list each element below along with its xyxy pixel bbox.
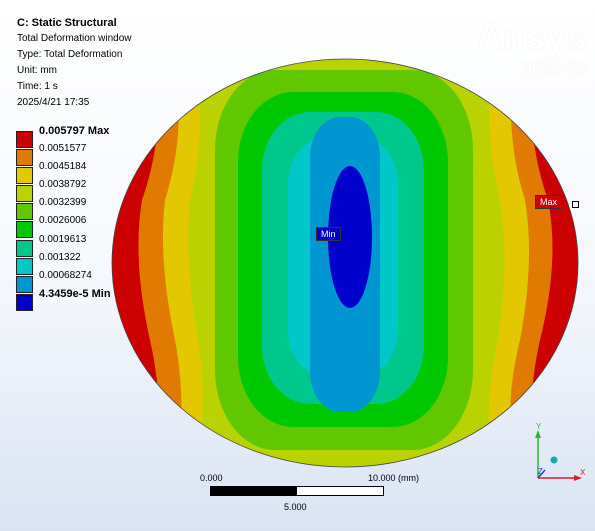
scale-mid-label: 5.000	[284, 502, 307, 512]
legend-label: 4.3459e-5 Min	[39, 287, 111, 300]
result-type: Type: Total Deformation	[17, 49, 123, 60]
legend-swatch	[16, 203, 33, 221]
ansys-logo: Ansys	[476, 16, 587, 57]
legend-label: 0.0051577	[39, 143, 87, 155]
legend-label: 0.00068274	[39, 269, 92, 281]
legend-label: 0.0032399	[39, 197, 87, 209]
model-outline	[111, 58, 579, 468]
legend-swatch	[16, 167, 33, 185]
legend-swatch	[16, 275, 33, 293]
triad-x-label: X	[580, 468, 586, 477]
min-probe-label[interactable]: Min	[316, 227, 341, 241]
legend-label: 0.0026006	[39, 215, 87, 227]
contour-band-10	[328, 166, 372, 308]
max-probe-marker	[572, 201, 579, 208]
legend-swatch	[16, 239, 33, 257]
scale-left-label: 0.000	[200, 473, 223, 483]
ansys-version: 2022 R1	[522, 58, 587, 77]
legend-swatch	[16, 293, 33, 311]
triad-z-label: Z	[538, 467, 543, 476]
result-subtitle: Total Deformation window	[17, 33, 132, 44]
legend-label: 0.0038792	[39, 179, 87, 191]
result-date: 2025/4/21 17:35	[17, 97, 90, 108]
legend-label: 0.0019613	[39, 233, 87, 245]
ansys-brand: Ansys 2022 R1	[476, 18, 587, 78]
legend-label: 0.005797 Max	[39, 125, 110, 137]
legend-label: 0.001322	[39, 251, 81, 263]
legend-swatch	[16, 131, 33, 148]
legend-label: 0.0045184	[39, 161, 87, 173]
scale-bar-graphic	[210, 486, 384, 496]
scale-right-label: 10.000 (mm)	[368, 473, 420, 483]
max-probe-label[interactable]: Max	[535, 195, 563, 209]
legend-swatch	[16, 221, 33, 239]
result-unit: Unit: mm	[17, 65, 57, 76]
result-info-panel: C: Static Structural Total Deformation w…	[17, 15, 132, 111]
result-time: Time: 1 s	[17, 81, 58, 92]
legend-swatch	[16, 149, 33, 167]
legend-swatch	[16, 185, 33, 203]
axis-triad[interactable]: Y X Z	[520, 420, 590, 485]
legend-swatch	[16, 257, 33, 275]
triad-graphic	[535, 430, 582, 481]
triad-y-label: Y	[536, 422, 542, 431]
analysis-title: C: Static Structural	[17, 17, 117, 29]
scale-bar: 0.000 10.000 (mm) 5.000	[200, 473, 420, 523]
